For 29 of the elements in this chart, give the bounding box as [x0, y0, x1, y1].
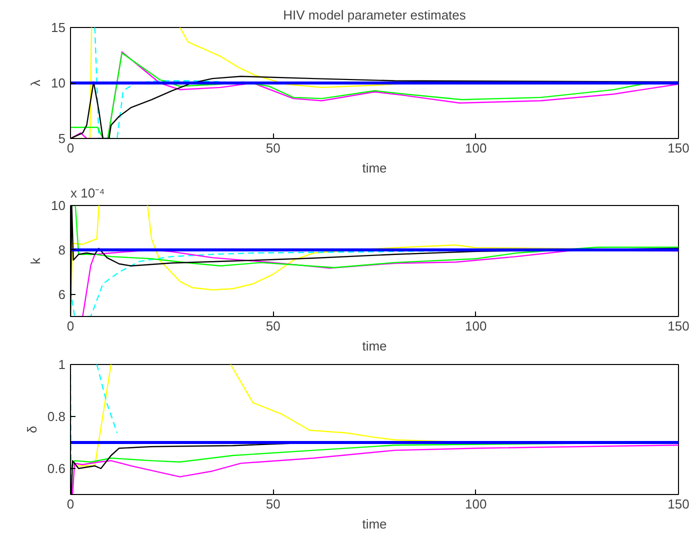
x-tick-label: 0 — [66, 140, 74, 156]
y-tick-label: 0.6 — [47, 461, 66, 476]
x-axis-title: time — [362, 160, 387, 176]
x-tick-label: 150 — [668, 496, 690, 512]
y-axis-title: k — [28, 257, 44, 264]
x-tick-label: 50 — [266, 318, 280, 334]
y-tick-label: 8 — [58, 242, 66, 258]
y-tick-label: 1 — [58, 357, 66, 372]
text: x 10⁻⁴ — [70, 186, 105, 200]
x-tick-label: 100 — [464, 140, 487, 156]
y-axis-title: δ — [24, 426, 40, 434]
chart-title: HIV model parameter estimates — [283, 8, 466, 22]
x-tick-label: 100 — [464, 318, 487, 334]
y-tick-label: 5 — [58, 131, 66, 146]
x-tick-label: 50 — [266, 496, 280, 512]
x-axis-title: time — [362, 338, 387, 354]
y-tick-label: 10 — [51, 76, 66, 90]
x-tick-label: 150 — [668, 140, 690, 156]
y-tick-label: 6 — [58, 286, 66, 302]
y-tick-label: 0.8 — [47, 409, 66, 424]
x-tick-label: 100 — [464, 496, 487, 512]
x-axis-title: time — [362, 516, 387, 532]
x-tick-label: 0 — [66, 496, 74, 512]
y-tick-label: 10 — [51, 198, 66, 213]
x-tick-label: 50 — [266, 140, 280, 156]
x-tick-label: 0 — [66, 318, 74, 334]
y-tick-label: 15 — [51, 20, 66, 35]
y-axis-title: λ — [28, 79, 44, 86]
x-tick-label: 150 — [668, 318, 690, 334]
